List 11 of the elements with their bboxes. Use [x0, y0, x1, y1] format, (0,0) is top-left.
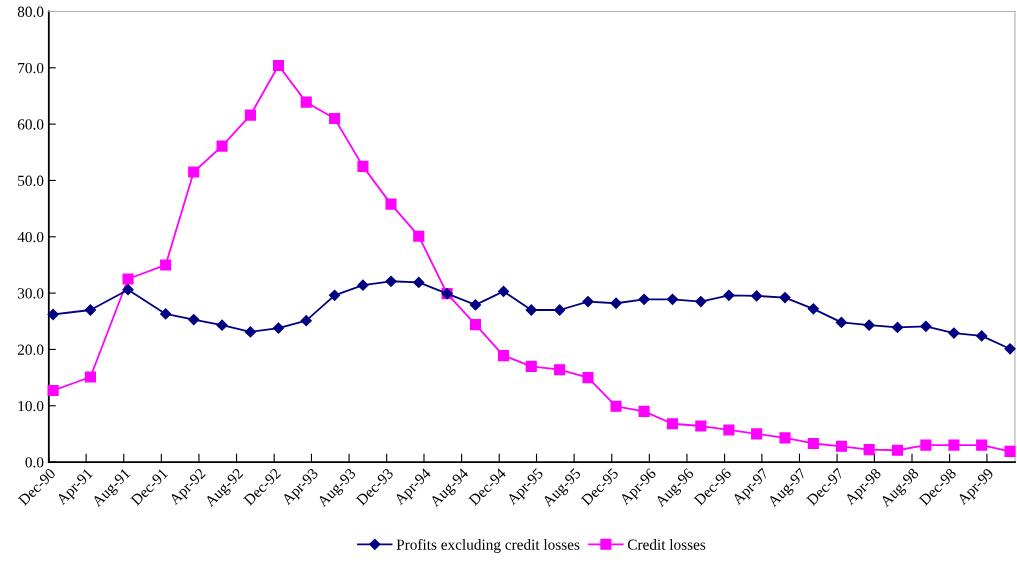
- y-tick-label: 10.0: [18, 400, 44, 412]
- y-tick-label: 50.0: [18, 175, 44, 186]
- legend-label: Profits excluding credit losses: [396, 538, 580, 553]
- y-tick-label: 60.0: [17, 119, 44, 130]
- y-tick-label: 30.0: [17, 288, 44, 299]
- y-tick-label: 0.0: [25, 457, 44, 468]
- y-tick-label: 80.0: [17, 6, 44, 17]
- y-tick-label: 70.0: [18, 62, 44, 74]
- legend-label: Credit losses: [627, 539, 706, 550]
- y-tick-label: 40.0: [17, 231, 44, 243]
- y-tick-label: 20.0: [17, 344, 44, 355]
